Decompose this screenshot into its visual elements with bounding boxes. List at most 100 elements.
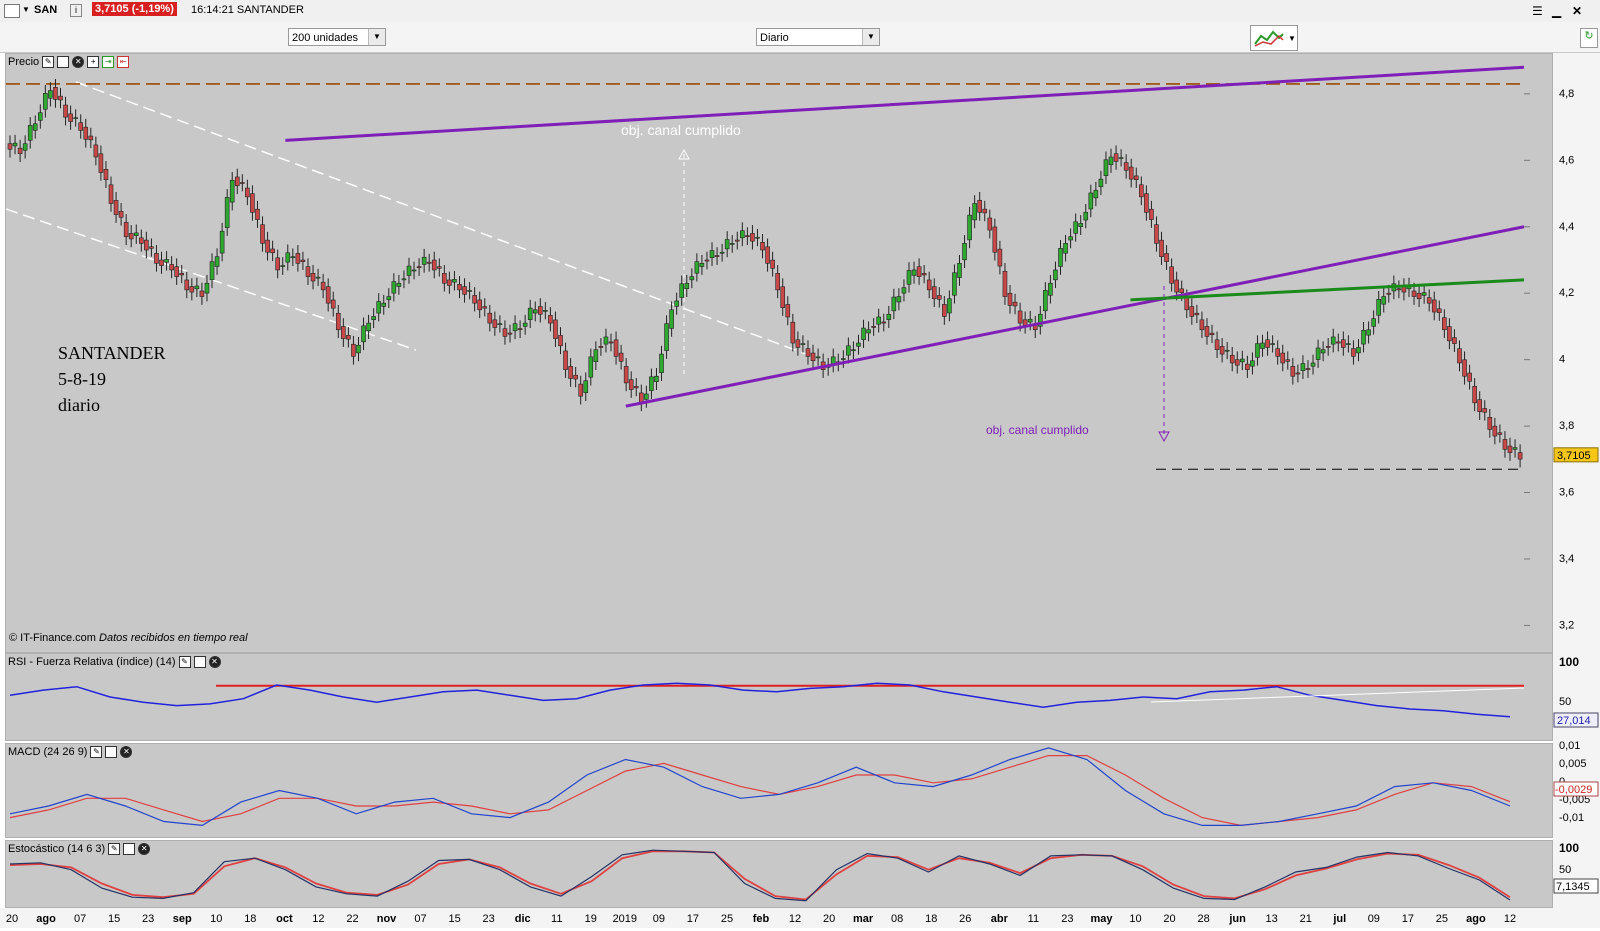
candle-body	[745, 235, 750, 238]
candle-body	[775, 273, 780, 291]
candle-body	[325, 286, 331, 304]
add-icon[interactable]: +	[87, 56, 100, 68]
candle-body	[1265, 339, 1270, 348]
close-icon[interactable]: ✕	[138, 843, 151, 855]
candle-body	[936, 295, 942, 300]
maximize-icon[interactable]	[57, 56, 70, 68]
candle-body	[856, 342, 861, 347]
candle-body	[1027, 318, 1033, 323]
wrench-icon[interactable]: ✎	[42, 56, 55, 68]
chart-style-button[interactable]: ▼	[1250, 25, 1298, 51]
candle-body	[1204, 326, 1210, 337]
candle-body	[351, 343, 356, 357]
price-tick-label: 4,6	[1559, 154, 1574, 166]
time-axis: 20 ago 07 15 23 sep 10 18 oct 12 22 nov 07 15 23 dic 11 1…	[0, 908, 1600, 928]
price-tick-label: 4,8	[1559, 88, 1574, 100]
candle-body	[179, 273, 185, 276]
x-tick-label: 23	[142, 913, 154, 925]
candle-body	[275, 257, 280, 271]
candle-body	[1310, 362, 1316, 367]
candle-body	[164, 259, 169, 263]
candle-body	[250, 193, 255, 213]
candle-body	[447, 279, 452, 286]
rsi-panel[interactable]: RSI - Fuerza Relativa (índice) (14) ✎ ✕	[5, 653, 1553, 741]
candle-body	[108, 184, 114, 204]
units-select[interactable]: 200 unidades ▼	[288, 28, 386, 46]
candle-body	[229, 179, 235, 203]
candle-body	[416, 266, 422, 269]
ticker-symbol[interactable]: SAN	[34, 4, 58, 16]
candle-body	[1169, 266, 1174, 284]
target-arrowhead-1	[678, 148, 690, 160]
candle-body	[876, 316, 881, 325]
candle-body	[785, 304, 791, 318]
chevron-down-icon[interactable]: ▼	[22, 5, 30, 14]
candle-body	[1139, 184, 1144, 198]
candle-body	[234, 176, 240, 187]
price-change-badge: 3,7105 (-1,19%)	[92, 2, 177, 16]
candle-body	[1189, 306, 1195, 317]
x-tick-label: 28	[1197, 913, 1209, 925]
x-tick-label: 12	[1504, 913, 1516, 925]
stoch-chart-svg[interactable]	[6, 841, 1552, 907]
candle-body	[93, 144, 99, 158]
candle-body	[1164, 253, 1169, 262]
close-icon[interactable]: ✕	[120, 746, 133, 758]
wrench-icon[interactable]: ✎	[90, 746, 103, 758]
candle-body	[770, 259, 775, 269]
macd-tick-label: 0,01	[1559, 740, 1580, 752]
minimize-icon[interactable]: ▁	[1552, 4, 1562, 18]
x-tick-label: ago	[1466, 913, 1486, 925]
candle-body	[1452, 337, 1457, 344]
price-chart-svg[interactable]	[6, 54, 1552, 652]
x-tick-label: 13	[1266, 913, 1278, 925]
candle-body	[58, 95, 63, 101]
wrench-icon[interactable]: ✎	[178, 656, 191, 668]
menu-icon[interactable]: ☰	[1532, 4, 1543, 18]
rsi-trend-line	[1150, 687, 1525, 703]
maximize-icon[interactable]	[123, 843, 136, 855]
candle-body	[17, 147, 23, 154]
close-icon[interactable]: ✕	[1572, 4, 1583, 18]
candle-body	[366, 322, 371, 332]
x-tick-label: may	[1090, 913, 1113, 925]
candle-body	[992, 226, 998, 253]
candle-body	[1315, 347, 1321, 360]
window-icon[interactable]	[4, 4, 20, 18]
macd-chart-svg[interactable]	[6, 744, 1552, 837]
candle-body	[1048, 282, 1053, 296]
period-select[interactable]: Diario ▼	[756, 28, 880, 46]
maximize-icon[interactable]	[105, 746, 118, 758]
candle-body	[861, 327, 866, 340]
candle-body	[356, 344, 361, 354]
info-icon[interactable]: i	[70, 4, 82, 17]
price-panel[interactable]: Precio ✎ ✕ + ⇥ ⇤ SANTANDER 5-8-19 diario…	[5, 53, 1553, 653]
candle-body	[1512, 447, 1518, 450]
wrench-icon[interactable]: ✎	[108, 843, 121, 855]
candle-body	[1376, 298, 1381, 316]
export-icon[interactable]: ⇥	[102, 56, 115, 68]
x-tick-label: 07	[414, 913, 426, 925]
rsi-chart-svg[interactable]	[6, 654, 1552, 740]
candle-body	[1280, 352, 1286, 364]
maximize-icon[interactable]	[193, 656, 206, 668]
candle-body	[431, 259, 437, 271]
candle-body	[1073, 221, 1078, 234]
candle-body	[1184, 297, 1190, 311]
close-icon[interactable]: ✕	[208, 656, 221, 668]
stoch-panel[interactable]: Estocástico (14 6 3) ✎ ✕	[5, 840, 1553, 908]
x-tick-label: 18	[925, 913, 937, 925]
refresh-icon[interactable]: ↻	[1580, 28, 1598, 48]
x-tick-label: 09	[1368, 913, 1380, 925]
candle-body	[760, 242, 765, 251]
close-icon[interactable]: ✕	[72, 56, 85, 68]
top-bar: ▼ SAN i 3,7105 (-1,19%) 16:14:21 SANTAND…	[0, 0, 1600, 23]
candle-body	[497, 323, 503, 325]
candle-body	[568, 366, 573, 379]
macd-panel[interactable]: MACD (24 26 9) ✎ ✕	[5, 743, 1553, 838]
candle-body	[1361, 329, 1366, 345]
candle-body	[12, 142, 18, 147]
candle-body	[346, 335, 351, 340]
rsi-tick-label: 50	[1559, 696, 1571, 708]
remove-icon[interactable]: ⇤	[117, 56, 130, 68]
